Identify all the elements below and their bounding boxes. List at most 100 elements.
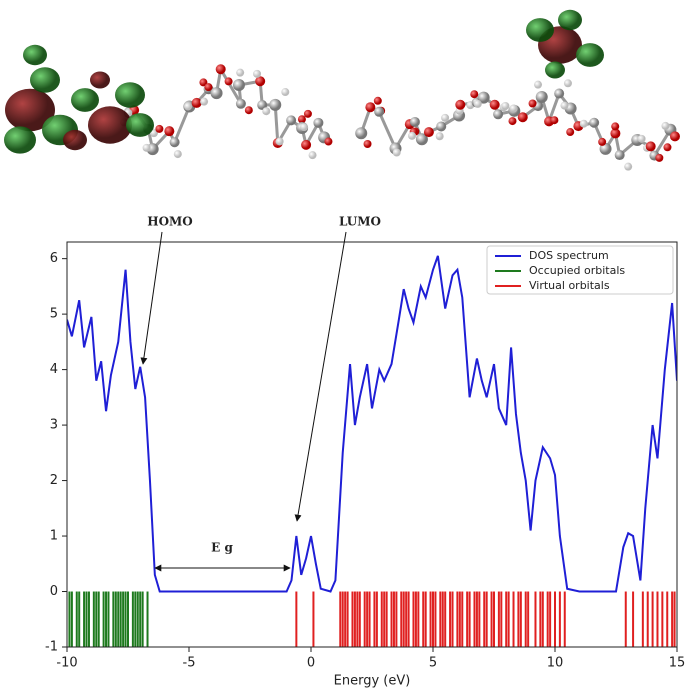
orbital-lobe [63,129,87,151]
atom [614,150,625,161]
annotation: LUMO [339,215,381,229]
atom [550,116,559,125]
orbital-lobe [526,18,554,42]
atom [275,137,284,146]
atom [441,113,450,122]
orbital-lobe [115,82,145,108]
atom [579,119,588,128]
atom [589,117,600,128]
atom [191,97,202,108]
orbital-lobe [88,106,132,144]
atom [655,153,664,162]
orbital-lobe [5,88,55,132]
dos-line [67,255,677,593]
orbital-lobe [576,43,604,67]
atom [199,78,208,87]
atom [534,80,543,89]
atom [235,98,246,109]
atom [313,117,324,128]
atom [224,77,233,86]
y-tick-label: 4 [50,362,58,377]
bond [219,68,243,105]
atom [301,139,312,150]
y-tick-label: 2 [50,473,58,488]
atom [409,116,420,127]
atom [477,91,490,104]
annotation: HOMO [147,215,193,229]
orbital-lobe [71,88,99,112]
atom [508,117,517,126]
atom [300,123,309,132]
atom [637,134,646,143]
atom [392,148,401,157]
bond [173,105,191,143]
orbital-lobe [4,126,36,154]
atom [501,101,510,110]
atom [436,121,447,132]
orbital-lobe [30,67,60,93]
atom [363,140,372,149]
atom [303,109,312,118]
atom [610,128,621,139]
atom [528,99,537,108]
x-tick-label: 5 [429,656,437,671]
atom [560,101,569,110]
legend: DOS spectrum Occupied orbitals Virtual orb… [486,245,674,295]
atom [183,102,192,111]
orbital-lobe [90,71,110,89]
atom [435,132,444,141]
atom [517,112,528,123]
atom [423,127,434,138]
atom [455,99,466,110]
atom [365,102,376,113]
x-tick-label: -5 [183,656,196,671]
atom [262,107,271,116]
atom [232,79,245,92]
atom [373,96,382,105]
annotation: E g [211,541,233,555]
x-tick-label: 15 [669,656,685,671]
atom [611,122,620,131]
atom [236,68,245,77]
x-axis-label: Energy (eV) [334,674,411,689]
atom [204,83,213,92]
atom [554,88,565,99]
atom [408,131,417,140]
atom [535,90,548,103]
legend-box [486,245,674,295]
atom [142,143,151,152]
x-tick-label: 10 [547,656,564,671]
atom [493,109,504,120]
atom [473,99,482,108]
atom [374,106,385,117]
atom [415,133,428,146]
y-tick-label: 6 [50,251,58,266]
atom [286,115,297,126]
orbital-lobe [126,113,154,137]
atom [297,115,306,124]
atom [210,87,223,100]
atom [308,151,317,160]
atom [169,137,180,148]
atom [661,121,670,130]
atom [563,79,572,88]
orbital-lobe [558,9,582,31]
atom [669,131,680,142]
atom [470,90,479,99]
bond [273,104,280,144]
atom [624,162,633,171]
x-tick-label: 0 [307,656,315,671]
atom [645,141,656,152]
atom [281,88,290,97]
arrow [140,231,163,365]
bond [377,111,397,150]
atom [253,69,262,78]
legend-label: Occupied orbitals [529,264,625,277]
atom [244,106,253,115]
atom [255,76,266,87]
orbital-lobe [23,44,47,66]
plot-frame [66,241,678,648]
atom [598,137,607,146]
molecule-images [4,9,680,171]
y-tick-label: -1 [45,640,58,655]
